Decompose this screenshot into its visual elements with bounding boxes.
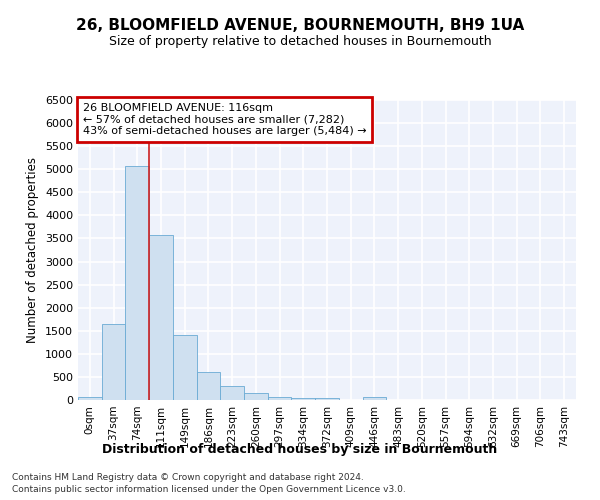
Bar	[315, 398, 339, 400]
Text: Distribution of detached houses by size in Bournemouth: Distribution of detached houses by size …	[103, 442, 497, 456]
Bar	[292, 398, 315, 400]
Bar	[268, 396, 292, 400]
Text: 26, BLOOMFIELD AVENUE, BOURNEMOUTH, BH9 1UA: 26, BLOOMFIELD AVENUE, BOURNEMOUTH, BH9 …	[76, 18, 524, 32]
Bar	[102, 324, 125, 400]
Bar	[220, 386, 244, 400]
Bar	[244, 393, 268, 400]
Text: 26 BLOOMFIELD AVENUE: 116sqm
← 57% of detached houses are smaller (7,282)
43% of: 26 BLOOMFIELD AVENUE: 116sqm ← 57% of de…	[83, 103, 367, 136]
Bar	[149, 235, 173, 400]
Bar	[362, 398, 386, 400]
Y-axis label: Number of detached properties: Number of detached properties	[26, 157, 40, 343]
Bar	[197, 372, 220, 400]
Text: Contains HM Land Registry data © Crown copyright and database right 2024.: Contains HM Land Registry data © Crown c…	[12, 472, 364, 482]
Text: Contains public sector information licensed under the Open Government Licence v3: Contains public sector information licen…	[12, 485, 406, 494]
Bar	[125, 166, 149, 400]
Bar	[173, 336, 197, 400]
Text: Size of property relative to detached houses in Bournemouth: Size of property relative to detached ho…	[109, 35, 491, 48]
Bar	[78, 396, 102, 400]
